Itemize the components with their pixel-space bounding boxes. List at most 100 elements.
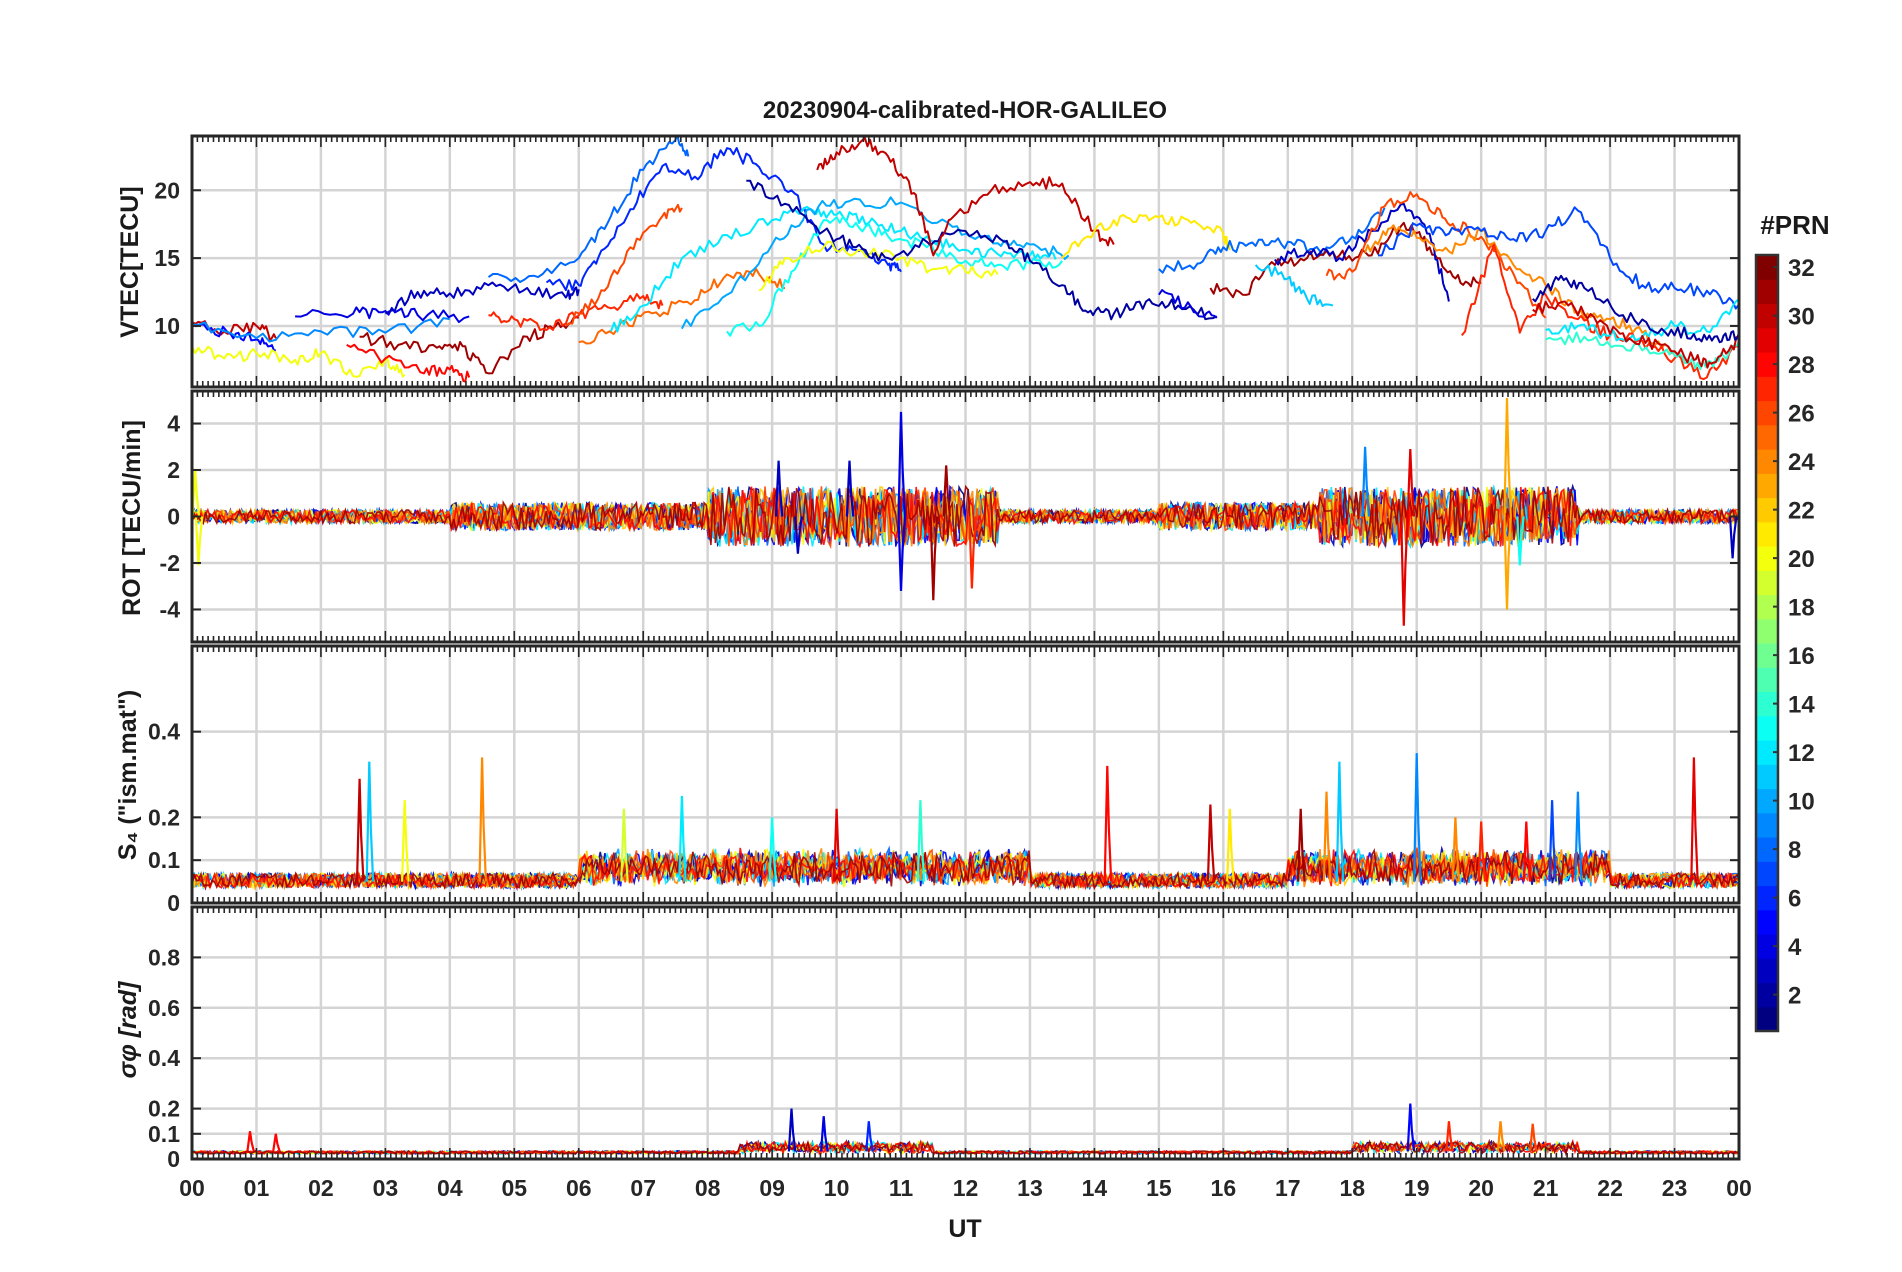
vtec-frame bbox=[190, 134, 1741, 389]
colorbar-tick-label: 24 bbox=[1788, 449, 1815, 476]
colorbar-step-prn-30 bbox=[1756, 303, 1778, 329]
x-tick-labels: 00 01 02 03 04 05 06 07 08 09 10 11 12 13 14 15 16 17 18 19… bbox=[179, 1175, 1752, 1201]
colorbar-step-prn-6 bbox=[1756, 885, 1778, 911]
x-tick-label: 03 bbox=[373, 1175, 399, 1201]
x-tick-label: 21 bbox=[1533, 1175, 1559, 1201]
rot-spike-prn-31 bbox=[942, 465, 952, 517]
x-tick-label: 02 bbox=[308, 1175, 334, 1201]
rot-spike-prn-31 bbox=[929, 516, 939, 601]
rot-panel: -4 -2 0 2 4 ROT [TECU/min] bbox=[118, 389, 1741, 644]
colorbar-step-prn-20 bbox=[1756, 546, 1778, 571]
rot-y-tick-label: -2 bbox=[160, 550, 180, 576]
colorbar-tick-label: 10 bbox=[1788, 789, 1815, 816]
colorbar-step-prn-5 bbox=[1756, 909, 1778, 935]
s4-spike-prn-21 bbox=[1226, 808, 1235, 882]
colorbar-step-prn-7 bbox=[1756, 861, 1778, 887]
rot-spike-prn-3 bbox=[845, 460, 855, 517]
x-tick-label: 19 bbox=[1404, 1175, 1430, 1201]
colorbar-tick-label: 6 bbox=[1788, 886, 1801, 913]
x-tick-label: 16 bbox=[1211, 1175, 1237, 1201]
vtec-y-axis-label: VTEC[TECU] bbox=[116, 186, 144, 337]
s4-y-axis-label: S₄ ("ism.mat") bbox=[114, 690, 142, 860]
vtec-y-tick-label: 15 bbox=[154, 245, 180, 271]
sigma-phi-spike-prn-24 bbox=[1496, 1121, 1506, 1152]
colorbar-tick-label: 20 bbox=[1788, 546, 1815, 573]
sigma-phi-spike-prn-5 bbox=[1406, 1103, 1416, 1152]
sigma-phi-spike-prn-28 bbox=[272, 1133, 281, 1152]
colorbar-step-prn-2 bbox=[1756, 982, 1778, 1008]
x-tick-label: 11 bbox=[889, 1175, 914, 1201]
rot-spike-prn-3 bbox=[774, 460, 784, 517]
vtec-series-prn-31 bbox=[1209, 221, 1482, 299]
s4-spike-prn-30 bbox=[355, 778, 365, 882]
x-tick-label: 23 bbox=[1662, 1175, 1688, 1201]
s4-spike-prn-31 bbox=[1297, 808, 1306, 882]
s4-spike-prn-14 bbox=[916, 800, 926, 882]
rot-y-tick-label: 4 bbox=[167, 411, 180, 437]
vtec-y-tick-labels: 10 15 20 bbox=[154, 177, 180, 339]
rot-y-axis-label: ROT [TECU/min] bbox=[118, 420, 146, 616]
x-tick-label: 05 bbox=[501, 1175, 527, 1201]
rot-spike-prn-27 bbox=[968, 516, 977, 589]
x-axis-label: UT bbox=[948, 1215, 981, 1243]
sigma-phi-spike-prn-26 bbox=[1529, 1123, 1538, 1152]
s4-spike-prn-20 bbox=[401, 800, 410, 882]
colorbar-tick-label: 14 bbox=[1788, 692, 1815, 719]
colorbar-tick-label: 32 bbox=[1788, 255, 1815, 282]
colorbar-step-prn-24 bbox=[1756, 449, 1778, 474]
colorbar-step-prn-10 bbox=[1756, 788, 1778, 814]
sigma-phi-y-tick-labels: 00.10.2 0.4 0.6 0.8 bbox=[148, 944, 180, 1172]
rot-spike-prn-29 bbox=[1406, 449, 1416, 517]
x-tick-label: 01 bbox=[244, 1175, 270, 1201]
s4-spike-prn-7 bbox=[1548, 800, 1557, 882]
x-tick-label: 07 bbox=[630, 1175, 656, 1201]
s4-y-tick-labels: 0 0.1 0.2 0.4 bbox=[148, 719, 180, 916]
rot-spike-prn-3 bbox=[1728, 516, 1738, 559]
vtec-series-prn-20 bbox=[192, 345, 406, 378]
s4-frame bbox=[190, 644, 1741, 905]
colorbar-step-prn-4 bbox=[1756, 934, 1778, 959]
rot-y-tick-labels: -4 -2 0 2 4 bbox=[160, 411, 181, 623]
colorbar-step-prn-9 bbox=[1756, 812, 1778, 838]
rot-spike-prn-29 bbox=[1400, 516, 1409, 626]
x-tick-label: 09 bbox=[759, 1175, 785, 1201]
x-tick-label: 17 bbox=[1275, 1175, 1301, 1201]
s4-spike-prn-29 bbox=[1690, 757, 1699, 882]
s4-panel: 0 0.1 0.2 0.4 S₄ ("ism.mat") bbox=[114, 644, 1741, 916]
vtec-series-prn-27 bbox=[488, 293, 664, 332]
colorbar-tick-label: 2 bbox=[1788, 983, 1801, 1010]
chart-title: 20230904-calibrated-HOR-GALILEO bbox=[763, 97, 1167, 124]
sigma-phi-y-tick-label: 0.2 bbox=[148, 1096, 180, 1122]
colorbar-color-steps bbox=[1756, 255, 1778, 1032]
vtec-panel: 10 15 20 VTEC[TECU] bbox=[116, 134, 1741, 389]
s4-trace-prn-31 bbox=[192, 848, 1739, 891]
colorbar-step-prn-27 bbox=[1756, 376, 1778, 402]
rot-spike-prn-3 bbox=[794, 516, 803, 554]
vtec-series-prn-26 bbox=[565, 203, 683, 327]
s4-spike-prn-9 bbox=[1413, 753, 1422, 882]
rot-y-tick-label: 2 bbox=[167, 457, 180, 483]
rot-series bbox=[192, 397, 1739, 626]
s4-spike-prn-12 bbox=[678, 795, 687, 882]
sigma-phi-y-tick-label: 0.6 bbox=[148, 995, 180, 1021]
sigma-phi-spike-prn-28 bbox=[246, 1131, 255, 1152]
s4-spike-prn-24 bbox=[1451, 817, 1461, 882]
colorbar-step-prn-8 bbox=[1756, 837, 1778, 862]
vtec-series bbox=[192, 136, 1739, 383]
vtec-series-prn-9 bbox=[192, 317, 450, 343]
sigma-phi-spike-prn-6 bbox=[865, 1121, 874, 1152]
s4-spike-prn-11 bbox=[1335, 761, 1345, 882]
sigma-phi-spike-prn-3 bbox=[787, 1108, 797, 1152]
colorbar-tick-label: 16 bbox=[1788, 643, 1815, 670]
vtec-series-prn-13 bbox=[726, 215, 1063, 337]
colorbar-step-prn-21 bbox=[1756, 521, 1778, 547]
vtec-series-prn-2 bbox=[746, 179, 1218, 321]
vtec-series-prn-2 bbox=[1532, 274, 1739, 344]
rot-spike-prn-4 bbox=[897, 411, 906, 517]
colorbar-step-prn-23 bbox=[1756, 473, 1778, 499]
vtec-series-prn-30 bbox=[816, 137, 1115, 257]
vtec-series-prn-10 bbox=[681, 196, 1070, 330]
vtec-series-prn-6 bbox=[545, 147, 902, 292]
colorbar-step-prn-3 bbox=[1756, 958, 1778, 984]
